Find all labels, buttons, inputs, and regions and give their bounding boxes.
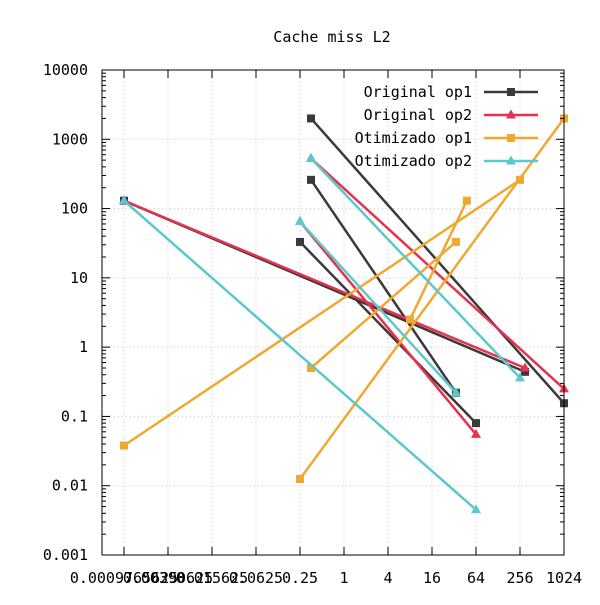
data-point-otimizado-op1 (451, 237, 460, 246)
data-point-original-op1 (521, 367, 530, 376)
data-point-otimizado-op2 (515, 372, 525, 382)
series-otimizado-op1 (120, 114, 568, 483)
x-tick-label: 256 (506, 569, 533, 587)
legend-item-otimizado-op1: Otimizado op1 (355, 129, 538, 147)
y-tick-label: 100 (61, 200, 88, 218)
data-point-original-op1 (306, 175, 315, 184)
x-tick-label: 0.25 (282, 569, 318, 587)
series-line-original-op1 (299, 241, 477, 425)
legend: Original op1 Original op2 Otimizado op1 Oti… (355, 83, 538, 170)
data-point-otimizado-op2 (471, 504, 481, 514)
data-point-otimizado-op1 (406, 315, 414, 324)
series-line-original-op2 (310, 157, 565, 390)
data-point-otimizado-op1 (120, 441, 128, 450)
series-otimizado-op2 (119, 152, 525, 514)
legend-swatch-marker (506, 155, 516, 165)
data-point-otimizado-op2 (450, 387, 461, 397)
series-original-op2 (119, 152, 569, 438)
y-tick-label: 0.01 (52, 477, 88, 495)
legend-label: Otimizado op2 (355, 152, 472, 170)
x-tick-label: 0.0009765625 (70, 569, 178, 587)
y-tick-label: 1000 (52, 130, 88, 148)
x-tick-label: 1 (339, 569, 348, 587)
series-line-otimizado-op1 (408, 200, 468, 321)
y-tick-label: 0.1 (61, 407, 88, 425)
plot-frame (101, 69, 565, 556)
data-point-original-op2 (471, 428, 481, 438)
data-point-otimizado-op1 (306, 363, 315, 372)
x-tick-label: 0.015625 (176, 569, 248, 587)
data-point-original-op1 (472, 419, 480, 428)
series-line-original-op2 (299, 220, 477, 436)
series-line-otimizado-op2 (299, 220, 457, 394)
series-line-original-op2 (123, 199, 526, 370)
axis-layer: 0.00097656250.003906250.0156250.06250.25… (43, 61, 582, 587)
legend-swatch-marker (506, 109, 516, 119)
data-point-otimizado-op2 (295, 216, 305, 226)
data-point-otimizado-op1 (296, 474, 304, 483)
y-tick-label: 0.001 (43, 546, 88, 564)
x-tick-label: 4 (383, 569, 392, 587)
series-layer (119, 114, 569, 514)
legend-item-original-op2: Original op2 (364, 106, 538, 124)
legend-label: Otimizado op1 (355, 129, 472, 147)
series-line-original-op1 (309, 179, 457, 394)
legend-item-otimizado-op2: Otimizado op2 (355, 152, 538, 170)
series-line-otimizado-op1 (123, 178, 521, 447)
legend-swatch-marker (507, 134, 515, 142)
data-point-original-op1 (306, 114, 315, 123)
x-tick-label: 0.00390625 (123, 569, 213, 587)
y-tick-label: 10 (70, 269, 88, 287)
x-tick-label: 1024 (546, 569, 582, 587)
legend-label: Original op1 (364, 83, 472, 101)
data-point-otimizado-op2 (119, 195, 129, 205)
series-line-otimizado-op1 (298, 117, 566, 480)
data-point-otimizado-op1 (462, 196, 471, 205)
data-point-original-op1 (296, 237, 304, 246)
x-tick-label: 0.0625 (229, 569, 283, 587)
series-line-otimizado-op1 (310, 240, 457, 369)
y-tick-label: 1 (79, 338, 88, 356)
legend-swatch-marker (507, 88, 515, 96)
legend-item-original-op1: Original op1 (364, 83, 538, 101)
legend-label: Original op2 (364, 106, 472, 124)
x-tick-label: 16 (423, 569, 441, 587)
x-tick-label: 64 (467, 569, 485, 587)
data-point-otimizado-op2 (305, 152, 316, 162)
chart-title: Cache miss L2 (273, 28, 390, 46)
data-point-original-op2 (520, 362, 531, 372)
series-line-otimizado-op2 (310, 157, 521, 379)
y-tick-label: 10000 (43, 61, 88, 79)
series-line-otimizado-op2 (123, 199, 477, 511)
